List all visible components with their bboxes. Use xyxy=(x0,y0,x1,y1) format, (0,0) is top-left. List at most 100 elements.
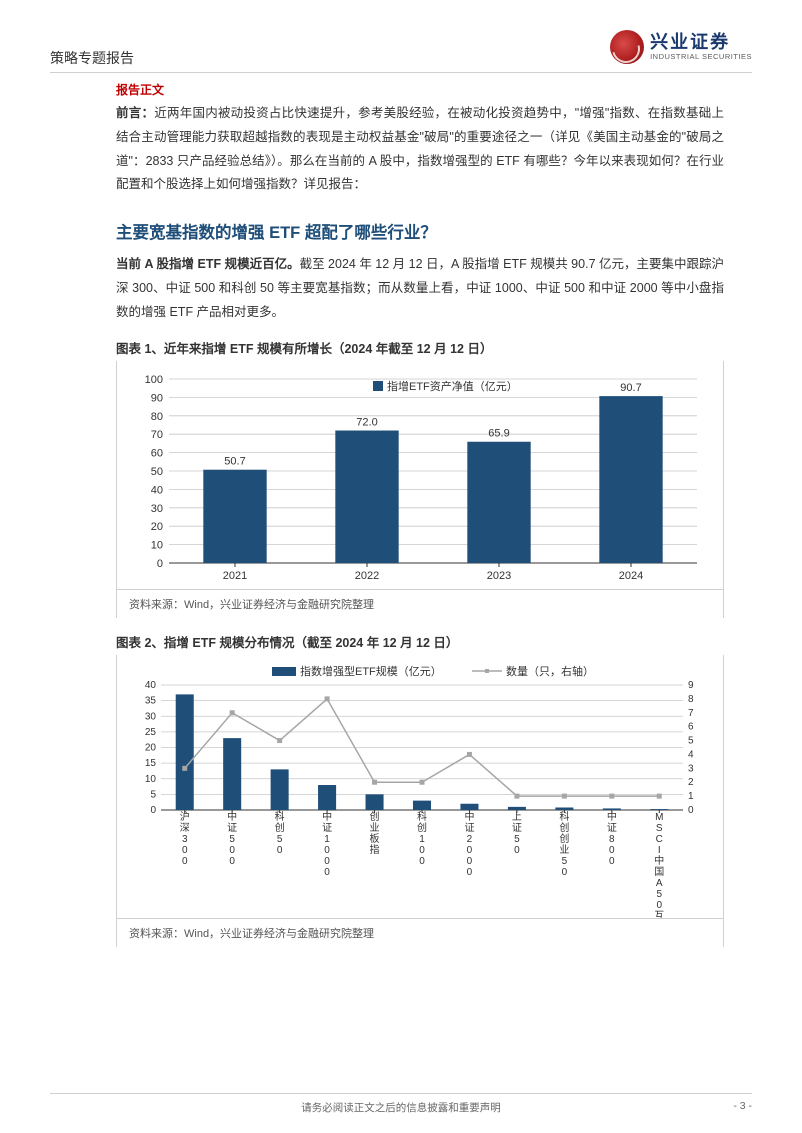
svg-text:指数增强型ETF规模（亿元）: 指数增强型ETF规模（亿元） xyxy=(300,664,442,678)
svg-text:0: 0 xyxy=(182,856,188,867)
svg-text:7: 7 xyxy=(688,708,694,719)
svg-text:50: 50 xyxy=(151,466,163,478)
svg-text:业: 业 xyxy=(370,822,380,834)
svg-text:5: 5 xyxy=(277,834,283,845)
svg-text:0: 0 xyxy=(609,845,615,856)
svg-text:2: 2 xyxy=(467,834,473,845)
svg-text:0: 0 xyxy=(467,845,473,856)
preface-lead: 前言： xyxy=(116,106,154,120)
svg-text:4: 4 xyxy=(688,750,694,761)
svg-text:创: 创 xyxy=(559,832,569,845)
svg-text:25: 25 xyxy=(145,727,157,738)
svg-text:0: 0 xyxy=(467,856,473,867)
svg-text:创: 创 xyxy=(275,821,285,834)
svg-text:8: 8 xyxy=(609,834,615,845)
svg-text:5: 5 xyxy=(562,856,568,867)
svg-text:指增ETF资产净值（亿元）: 指增ETF资产净值（亿元） xyxy=(387,379,518,393)
svg-text:80: 80 xyxy=(151,411,163,423)
svg-text:0: 0 xyxy=(419,845,425,856)
svg-text:证: 证 xyxy=(464,822,474,834)
svg-text:65.9: 65.9 xyxy=(488,428,509,440)
svg-text:国: 国 xyxy=(654,866,664,878)
chart2-frame: 05101520253035400123456789沪深300中证500科创50… xyxy=(116,655,724,947)
company-logo: 兴业证券 INDUSTRIAL SECURITIES xyxy=(610,30,752,64)
logo-text-cn: 兴业证券 xyxy=(650,33,752,51)
svg-text:2023: 2023 xyxy=(487,570,511,582)
svg-text:30: 30 xyxy=(145,712,157,723)
svg-text:20: 20 xyxy=(145,743,157,754)
svg-text:I: I xyxy=(658,845,661,856)
svg-text:2021: 2021 xyxy=(223,570,247,582)
svg-text:证: 证 xyxy=(607,822,617,834)
page-footer: 请务必阅读正文之后的信息披露和重要声明 - 3 - xyxy=(50,1093,752,1115)
report-category: 策略专题报告 xyxy=(50,30,134,68)
svg-text:5: 5 xyxy=(229,834,235,845)
preface-paragraph: 前言：近两年国内被动投资占比快速提升，参考美股经验，在被动化投资趋势中，"增强"… xyxy=(116,102,724,197)
svg-text:创: 创 xyxy=(417,821,427,834)
svg-text:M: M xyxy=(655,812,663,823)
section-title: 主要宽基指数的增强 ETF 超配了哪些行业？ xyxy=(116,219,752,243)
svg-text:60: 60 xyxy=(151,448,163,460)
svg-text:3: 3 xyxy=(182,834,188,845)
chart1-title: 图表 1、近年来指增 ETF 规模有所增长（2024 年截至 12 月 12 日… xyxy=(116,338,752,357)
svg-text:业: 业 xyxy=(559,844,569,856)
svg-text:0: 0 xyxy=(324,845,330,856)
chart1-source: 资料来源：Wind，兴业证券经济与金融研究院整理 xyxy=(117,589,723,618)
footer-page-number: - 3 - xyxy=(712,1100,752,1115)
svg-text:证: 证 xyxy=(322,822,332,834)
svg-text:数量（只，右轴）: 数量（只，右轴） xyxy=(506,664,594,678)
svg-text:C: C xyxy=(656,834,663,845)
chart1-frame: 0 10 20 30 40 50 60 70 80 90 100 50.7 2021 72.0 2022 65… xyxy=(116,361,724,618)
svg-text:0: 0 xyxy=(324,856,330,867)
svg-text:0: 0 xyxy=(157,558,163,570)
svg-text:0: 0 xyxy=(277,845,283,856)
svg-text:0: 0 xyxy=(514,845,520,856)
svg-text:5: 5 xyxy=(514,834,520,845)
svg-text:90.7: 90.7 xyxy=(620,382,641,394)
preface-text: 近两年国内被动投资占比快速提升，参考美股经验，在被动化投资趋势中，"增强"指数、… xyxy=(116,106,724,191)
svg-text:5: 5 xyxy=(150,790,156,801)
svg-text:指: 指 xyxy=(370,843,380,856)
svg-text:100: 100 xyxy=(145,374,163,386)
svg-text:8: 8 xyxy=(688,694,694,705)
svg-text:0: 0 xyxy=(229,845,235,856)
chart1-svg: 0 10 20 30 40 50 60 70 80 90 100 50.7 2021 72.0 2022 65… xyxy=(127,369,707,589)
svg-text:50.7: 50.7 xyxy=(224,456,245,468)
chart2-source: 资料来源：Wind，兴业证券经济与金融研究院整理 xyxy=(117,918,723,947)
svg-text:2: 2 xyxy=(688,777,694,788)
svg-text:2022: 2022 xyxy=(355,570,379,582)
svg-text:20: 20 xyxy=(151,521,163,533)
svg-text:40: 40 xyxy=(151,485,163,497)
svg-text:1: 1 xyxy=(324,834,330,845)
svg-text:10: 10 xyxy=(151,540,163,552)
svg-text:10: 10 xyxy=(145,774,157,785)
svg-text:70: 70 xyxy=(151,429,163,441)
svg-text:互: 互 xyxy=(654,910,664,918)
svg-text:0: 0 xyxy=(324,867,330,878)
logo-text-en: INDUSTRIAL SECURITIES xyxy=(650,53,752,61)
svg-text:1: 1 xyxy=(419,834,425,845)
svg-text:0: 0 xyxy=(150,805,156,816)
svg-text:S: S xyxy=(656,823,663,834)
svg-text:0: 0 xyxy=(609,856,615,867)
svg-text:30: 30 xyxy=(151,503,163,515)
svg-text:5: 5 xyxy=(656,889,662,900)
svg-text:1: 1 xyxy=(688,791,694,802)
svg-text:72.0: 72.0 xyxy=(356,417,377,429)
svg-text:6: 6 xyxy=(688,722,694,733)
svg-text:2024: 2024 xyxy=(619,570,643,582)
svg-text:创: 创 xyxy=(559,821,569,834)
body-paragraph-1: 当前 A 股指增 ETF 规模近百亿。截至 2024 年 12 月 12 日，A… xyxy=(116,253,724,324)
page-header: 策略专题报告 兴业证券 INDUSTRIAL SECURITIES xyxy=(50,30,752,73)
svg-text:40: 40 xyxy=(145,680,157,691)
svg-text:证: 证 xyxy=(227,822,237,834)
svg-text:90: 90 xyxy=(151,393,163,405)
svg-text:3: 3 xyxy=(688,764,694,775)
svg-text:A: A xyxy=(656,878,663,889)
footer-disclaimer: 请务必阅读正文之后的信息披露和重要声明 xyxy=(90,1100,712,1115)
svg-text:0: 0 xyxy=(656,900,662,911)
chart2-title: 图表 2、指增 ETF 规模分布情况（截至 2024 年 12 月 12 日） xyxy=(116,632,752,651)
svg-text:0: 0 xyxy=(467,867,473,878)
para1-lead: 当前 A 股指增 ETF 规模近百亿。 xyxy=(116,257,300,271)
svg-text:15: 15 xyxy=(145,758,157,769)
